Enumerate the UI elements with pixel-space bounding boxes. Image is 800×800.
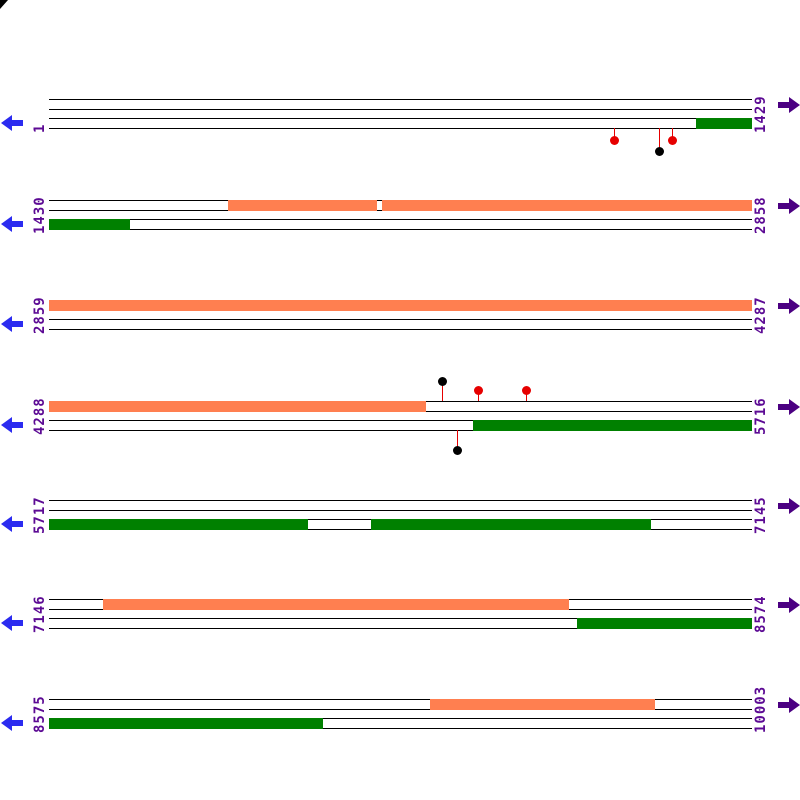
end-coordinate-label: 1429	[753, 95, 769, 133]
marker-stem	[478, 390, 479, 401]
gene-bar-forward	[49, 299, 752, 311]
frame-line	[49, 108, 752, 110]
gene-bar-reverse	[696, 118, 752, 129]
gene-bar-reverse	[577, 618, 752, 629]
marker-dot	[610, 135, 619, 145]
frame-line	[49, 728, 752, 729]
gene-bar-reverse	[49, 219, 130, 230]
end-coordinate-label: 5716	[753, 397, 769, 435]
gene-bar-forward	[430, 698, 655, 710]
frame-line	[49, 718, 752, 720]
end-coordinate-label: 8574	[753, 595, 769, 633]
marker-stem	[659, 128, 660, 151]
marker-dot	[453, 445, 462, 455]
frame-line	[49, 319, 752, 321]
marker-stem	[672, 128, 673, 140]
frame-line	[49, 118, 752, 120]
marker-dot	[522, 385, 531, 395]
gene-bar-forward	[49, 400, 426, 412]
frame-line	[49, 329, 752, 330]
right-strand-arrow-icon	[778, 297, 800, 319]
frame-line	[49, 128, 752, 129]
start-coordinate-label: 7146	[32, 595, 48, 633]
frame-line	[49, 628, 752, 629]
start-coordinate-label: 5717	[32, 496, 48, 534]
right-strand-arrow-icon	[778, 398, 800, 420]
gene-bar-forward	[103, 598, 569, 610]
frame-line	[49, 699, 752, 700]
marker-stem	[526, 390, 527, 401]
right-strand-arrow-icon	[778, 96, 800, 118]
right-strand-arrow-icon	[778, 596, 800, 618]
left-strand-arrow-icon	[1, 215, 23, 237]
start-coordinate-label: 1	[32, 123, 48, 133]
left-strand-arrow-icon	[1, 416, 23, 438]
frame-line	[49, 430, 752, 431]
frame-line	[49, 420, 752, 422]
gene-bar-reverse	[49, 718, 323, 729]
right-strand-arrow-icon	[778, 497, 800, 519]
frame-line	[49, 219, 752, 221]
right-strand-arrow-icon	[778, 197, 800, 219]
frame-line	[49, 618, 752, 620]
gene-bar-forward	[382, 199, 752, 211]
start-coordinate-label: 8575	[32, 695, 48, 733]
marker-dot	[438, 376, 447, 386]
left-strand-arrow-icon	[1, 614, 23, 636]
start-coordinate-label: 2859	[32, 296, 48, 334]
start-coordinate-label: 4288	[32, 397, 48, 435]
marker-dot	[474, 385, 483, 395]
left-strand-arrow-icon	[1, 714, 23, 736]
start-coordinate-label: 1430	[32, 196, 48, 234]
frame-line	[49, 708, 752, 710]
gene-bar-forward	[228, 199, 377, 211]
gene-bar-reverse	[49, 519, 308, 530]
corner-artifact	[0, 0, 8, 9]
frame-line	[49, 509, 752, 511]
frame-line	[49, 99, 752, 100]
end-coordinate-label: 7145	[753, 496, 769, 534]
marker-stem	[442, 381, 443, 401]
marker-dot	[655, 146, 664, 156]
marker-stem	[457, 430, 458, 450]
end-coordinate-label: 4287	[753, 296, 769, 334]
gene-bar-reverse	[473, 420, 752, 431]
left-strand-arrow-icon	[1, 114, 23, 136]
marker-dot	[668, 135, 677, 145]
end-coordinate-label: 10003	[753, 685, 769, 733]
gene-bar-reverse	[371, 519, 651, 530]
marker-stem	[614, 128, 615, 140]
left-strand-arrow-icon	[1, 515, 23, 537]
frame-line	[49, 500, 752, 501]
left-strand-arrow-icon	[1, 315, 23, 337]
right-strand-arrow-icon	[778, 696, 800, 718]
frame-line	[49, 229, 752, 230]
end-coordinate-label: 2858	[753, 196, 769, 234]
